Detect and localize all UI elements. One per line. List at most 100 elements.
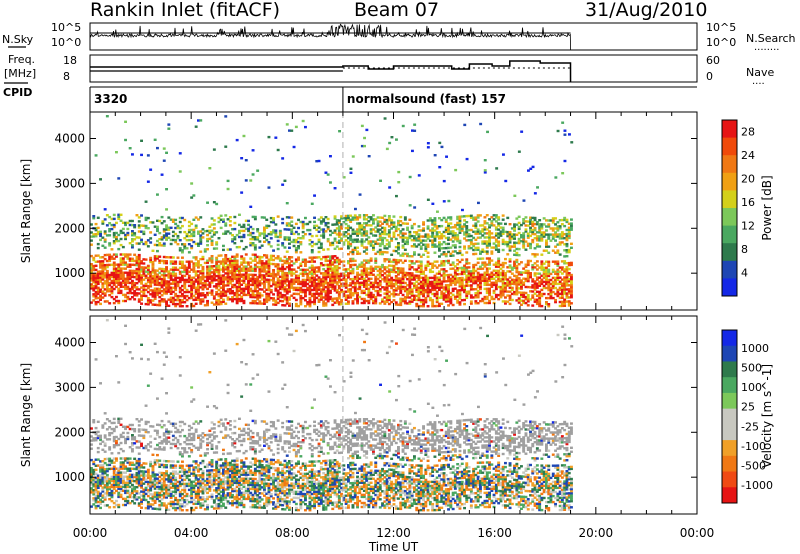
heatmap-cell [103, 468, 107, 471]
heatmap-cell [285, 300, 289, 303]
heatmap-cell [520, 240, 523, 243]
heatmap-cell [413, 129, 417, 132]
heatmap-cell [422, 294, 425, 298]
heatmap-cell [508, 276, 512, 279]
heatmap-cell [472, 242, 476, 246]
heatmap-cell [344, 290, 348, 293]
heatmap-cell [208, 237, 212, 241]
heatmap-cell [96, 292, 100, 296]
heatmap-cell [485, 295, 489, 299]
heatmap-cell [131, 263, 134, 266]
heatmap-cell [390, 253, 394, 256]
heatmap-cell [90, 283, 93, 286]
heatmap-cell [545, 296, 548, 300]
heatmap-cell [362, 285, 366, 288]
heatmap-cell [153, 271, 157, 274]
heatmap-cell [447, 250, 450, 254]
heatmap-cell [417, 266, 421, 269]
heatmap-cell [228, 257, 232, 261]
heatmap-cell [483, 232, 487, 235]
heatmap-cell [340, 274, 343, 278]
heatmap-cell [326, 265, 330, 268]
heatmap-cell [531, 232, 535, 236]
heatmap-cell [326, 238, 330, 241]
heatmap-cell [260, 266, 264, 269]
heatmap-cell [101, 466, 105, 469]
y-tick-label: 2000 [54, 221, 85, 235]
heatmap-cell [529, 259, 532, 263]
heatmap-cell [96, 504, 100, 508]
heatmap-cell [474, 300, 478, 303]
heatmap-cell [358, 285, 362, 289]
heatmap-cell [556, 292, 560, 296]
heatmap-cell [301, 288, 305, 292]
heatmap-cell [185, 234, 189, 238]
heatmap-cell [567, 232, 571, 236]
heatmap-cell [508, 284, 512, 287]
heatmap-cell [406, 284, 409, 287]
heatmap-cell [356, 234, 359, 237]
heatmap-cell [356, 228, 359, 231]
heatmap-cell [167, 216, 171, 219]
heatmap-cell [197, 244, 200, 247]
heatmap-cell [329, 265, 332, 268]
heatmap-cell [417, 229, 421, 232]
heatmap-cell [422, 272, 425, 276]
heatmap-cell [297, 282, 300, 286]
heatmap-cell [554, 251, 557, 254]
heatmap-cell [460, 272, 464, 276]
heatmap-cell [476, 216, 480, 219]
heatmap-cell [474, 224, 478, 227]
freq-right-label: Nave [746, 66, 774, 79]
heatmap-cell [351, 282, 355, 285]
heatmap-cell [428, 282, 432, 286]
heatmap-cell [288, 224, 291, 227]
heatmap-cell [485, 267, 489, 270]
heatmap-cell [233, 221, 237, 225]
heatmap-cell [365, 232, 369, 235]
heatmap-cell [494, 244, 498, 247]
heatmap-cell [520, 234, 523, 237]
heatmap-cell [99, 498, 102, 501]
heatmap-cell [212, 219, 216, 222]
heatmap-cell [488, 293, 491, 297]
heatmap-cell [96, 476, 100, 479]
heatmap-cell [504, 288, 507, 291]
heatmap-cell [105, 467, 109, 471]
heatmap-cell [410, 272, 414, 275]
heatmap-cell [292, 280, 296, 283]
heatmap-cell [545, 233, 548, 236]
heatmap-cell [117, 281, 121, 284]
heatmap-cell [103, 470, 107, 473]
heatmap-cell [292, 238, 296, 242]
heatmap-cell [90, 458, 93, 462]
heatmap-cell [458, 249, 462, 253]
heatmap-cell [529, 286, 532, 289]
heatmap-cell [144, 216, 148, 220]
heatmap-cell [299, 251, 303, 254]
heatmap-cell [476, 214, 480, 217]
heatmap-cell [281, 304, 285, 307]
heatmap-cell [92, 266, 96, 270]
heatmap-cell [447, 236, 450, 239]
heatmap-cell [506, 290, 510, 293]
heatmap-cell [385, 286, 389, 289]
heatmap-cell [483, 273, 487, 276]
heatmap-cell [502, 153, 505, 156]
heatmap-cell [331, 261, 335, 264]
heatmap-cell [531, 240, 535, 244]
heatmap-cell [171, 218, 175, 221]
heatmap-cell [226, 257, 230, 261]
heatmap-cell [558, 233, 562, 236]
heatmap-cell [335, 266, 339, 270]
heatmap-cell [299, 300, 303, 304]
heatmap-cell [267, 135, 271, 139]
heatmap-cell [331, 255, 335, 258]
heatmap-cell [108, 506, 112, 509]
heatmap-cell [140, 278, 143, 281]
heatmap-cell [567, 267, 571, 271]
heatmap-cell [558, 253, 562, 256]
heatmap-cell [433, 278, 437, 281]
heatmap-cell [285, 222, 289, 225]
heatmap-cell [387, 272, 391, 275]
